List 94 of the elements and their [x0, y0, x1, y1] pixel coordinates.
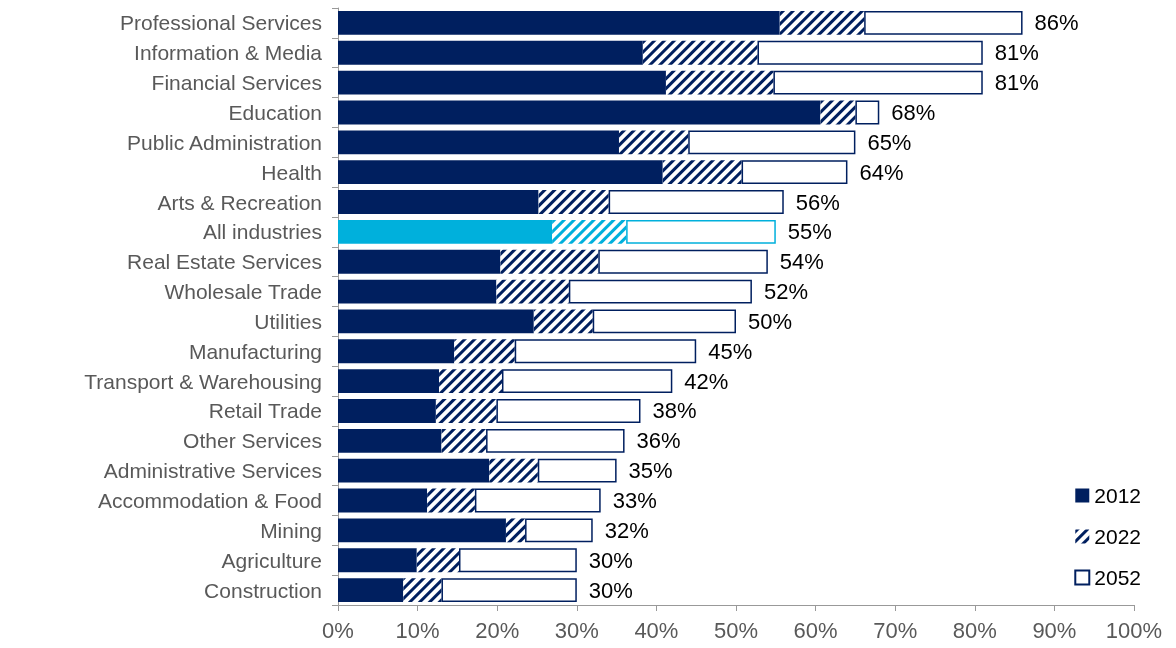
y-tick-label: Administrative Services — [103, 459, 322, 483]
bar — [486, 428, 625, 453]
x-tick-label: 20% — [475, 617, 520, 643]
bar — [338, 458, 490, 483]
y-tick-label: Professional Services — [120, 11, 322, 35]
bar — [338, 249, 501, 274]
bar — [598, 249, 768, 274]
bar — [501, 369, 673, 394]
bar — [626, 219, 776, 244]
y-tick-label: Manufacturing — [188, 339, 322, 363]
x-tick-label: 0% — [322, 617, 354, 643]
bar — [338, 219, 553, 244]
bar — [338, 190, 539, 214]
x-tick-label: 60% — [793, 617, 838, 643]
y-tick-label: Arts & Recreation — [157, 190, 322, 214]
bar — [338, 428, 442, 453]
bar — [338, 40, 643, 65]
bar — [608, 190, 784, 214]
bar — [496, 399, 641, 423]
total-label: 65% — [867, 129, 912, 155]
x-tick-label: 10% — [395, 617, 440, 643]
x-tick-label: 30% — [554, 617, 599, 643]
y-tick-label: Agriculture — [221, 548, 322, 572]
x-tick-label: 70% — [873, 617, 918, 643]
legend-label: 2022 — [1094, 525, 1141, 548]
y-tick-label: Transport & Warehousing — [84, 369, 322, 393]
total-label: 64% — [859, 159, 904, 185]
bar — [338, 548, 417, 573]
bar — [537, 458, 617, 483]
bar — [338, 279, 497, 304]
bar — [338, 309, 534, 334]
bar — [338, 369, 440, 394]
y-tick-label: Construction — [204, 578, 322, 602]
bar — [338, 578, 404, 603]
bar — [688, 130, 856, 155]
y-tick-label: Accommodation & Food — [97, 489, 322, 513]
bar — [525, 518, 593, 543]
x-tick-label: 50% — [713, 617, 759, 643]
total-label: 68% — [891, 99, 936, 125]
total-label: 81% — [994, 40, 1039, 66]
y-tick-label: Mining — [260, 518, 322, 542]
total-label: 81% — [994, 70, 1039, 96]
bar — [514, 339, 697, 364]
y-tick-label: Information & Media — [134, 41, 323, 65]
total-label: 30% — [588, 547, 633, 573]
total-label: 33% — [612, 488, 657, 514]
y-tick-label: Health — [261, 160, 322, 184]
bar — [592, 309, 736, 334]
y-tick-label: Other Services — [183, 429, 322, 453]
total-label: 56% — [795, 189, 840, 215]
y-tick-label: Utilities — [254, 309, 322, 333]
total-label: 45% — [708, 338, 753, 364]
bar — [773, 70, 983, 95]
bar — [338, 70, 666, 95]
total-label: 35% — [628, 458, 673, 484]
bar — [741, 160, 848, 185]
total-label: 55% — [787, 219, 832, 245]
legend-label: 2052 — [1094, 566, 1141, 589]
bar — [338, 399, 436, 423]
bar — [855, 100, 880, 125]
y-tick-label: Retail Trade — [208, 399, 322, 423]
bar — [338, 130, 619, 155]
bar — [338, 518, 506, 543]
legend-label: 2012 — [1094, 484, 1141, 507]
bar — [757, 40, 983, 65]
total-label: 54% — [779, 249, 824, 275]
x-tick-label: 90% — [1032, 617, 1077, 643]
total-label: 30% — [588, 577, 633, 603]
y-tick-label: Public Administration — [127, 130, 322, 154]
total-label: 36% — [636, 428, 681, 454]
bar — [338, 488, 428, 513]
x-tick-label: 80% — [952, 617, 997, 643]
bar — [864, 10, 1023, 35]
bar — [338, 10, 780, 35]
bar — [458, 548, 577, 573]
y-tick-label: Education — [228, 100, 322, 124]
bar — [568, 279, 752, 304]
y-tick-label: Wholesale Trade — [164, 280, 322, 304]
total-label: 32% — [604, 517, 649, 543]
bar — [474, 488, 601, 513]
bar — [441, 578, 577, 603]
bar — [338, 160, 663, 185]
total-label: 50% — [748, 308, 793, 334]
total-label: 42% — [684, 368, 729, 394]
total-label: 86% — [1034, 10, 1079, 36]
x-tick-label: 40% — [634, 617, 679, 643]
bar — [338, 100, 821, 125]
total-label: 52% — [763, 279, 808, 305]
total-label: 38% — [652, 398, 697, 424]
bar — [338, 339, 455, 364]
y-tick-label: Real Estate Services — [127, 250, 322, 274]
y-tick-label: All industries — [202, 220, 322, 244]
x-tick-label: 100% — [1105, 617, 1163, 643]
y-tick-label: Financial Services — [151, 71, 322, 95]
